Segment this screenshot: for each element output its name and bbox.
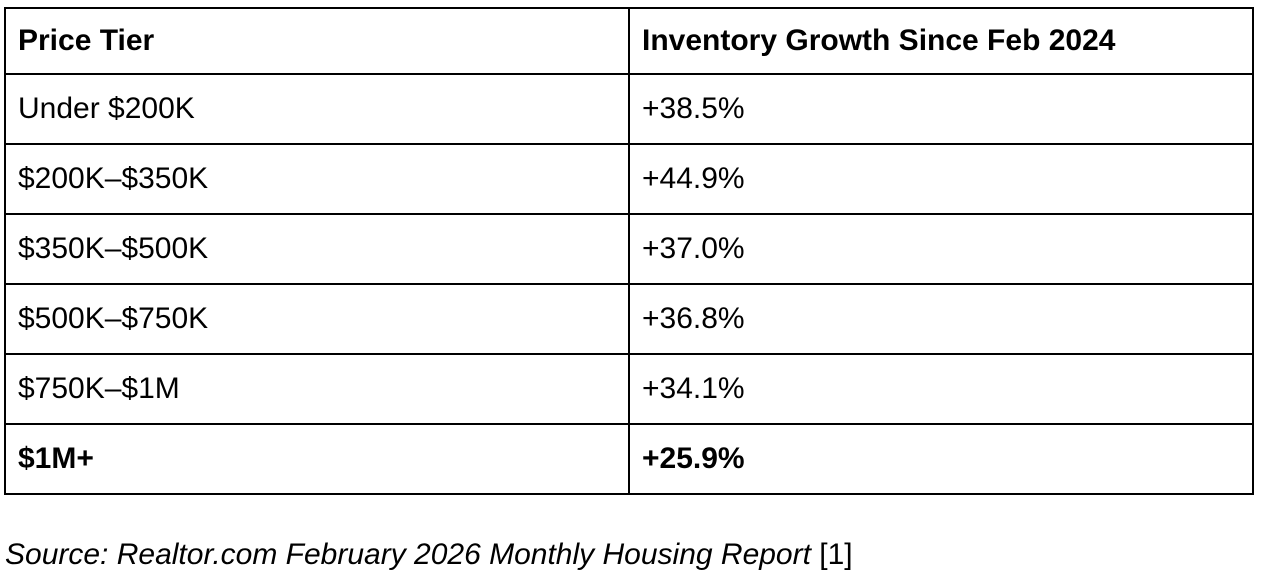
- price-tier-cell: $750K–$1M: [4, 353, 630, 425]
- table-row: Under $200K +38.5%: [4, 73, 1254, 145]
- growth-value-cell: +37.0%: [628, 213, 1254, 285]
- table-row: $500K–$750K +36.8%: [4, 283, 1254, 355]
- column-header-inventory-growth: Inventory Growth Since Feb 2024: [628, 7, 1254, 75]
- price-tier-cell: $1M+: [4, 423, 630, 495]
- growth-value-cell: +44.9%: [628, 143, 1254, 215]
- growth-value-cell: +34.1%: [628, 353, 1254, 425]
- source-line: Source: Realtor.com February 2026 Monthl…: [5, 538, 853, 573]
- citation-marker: [1]: [810, 538, 853, 571]
- price-tier-table: Price Tier Inventory Growth Since Feb 20…: [4, 7, 1254, 495]
- growth-value-cell: +36.8%: [628, 283, 1254, 355]
- table-row: $1M+ +25.9%: [4, 423, 1254, 495]
- source-text: Source: Realtor.com February 2026 Monthl…: [5, 538, 811, 571]
- table-header-row: Price Tier Inventory Growth Since Feb 20…: [4, 7, 1254, 75]
- price-tier-cell: $500K–$750K: [4, 283, 630, 355]
- growth-value-cell: +25.9%: [628, 423, 1254, 495]
- table-row: $200K–$350K +44.9%: [4, 143, 1254, 215]
- table-row: $350K–$500K +37.0%: [4, 213, 1254, 285]
- table-row: $750K–$1M +34.1%: [4, 353, 1254, 425]
- growth-value-cell: +38.5%: [628, 73, 1254, 145]
- price-tier-cell: $350K–$500K: [4, 213, 630, 285]
- price-tier-cell: Under $200K: [4, 73, 630, 145]
- column-header-price-tier: Price Tier: [4, 7, 630, 75]
- price-tier-cell: $200K–$350K: [4, 143, 630, 215]
